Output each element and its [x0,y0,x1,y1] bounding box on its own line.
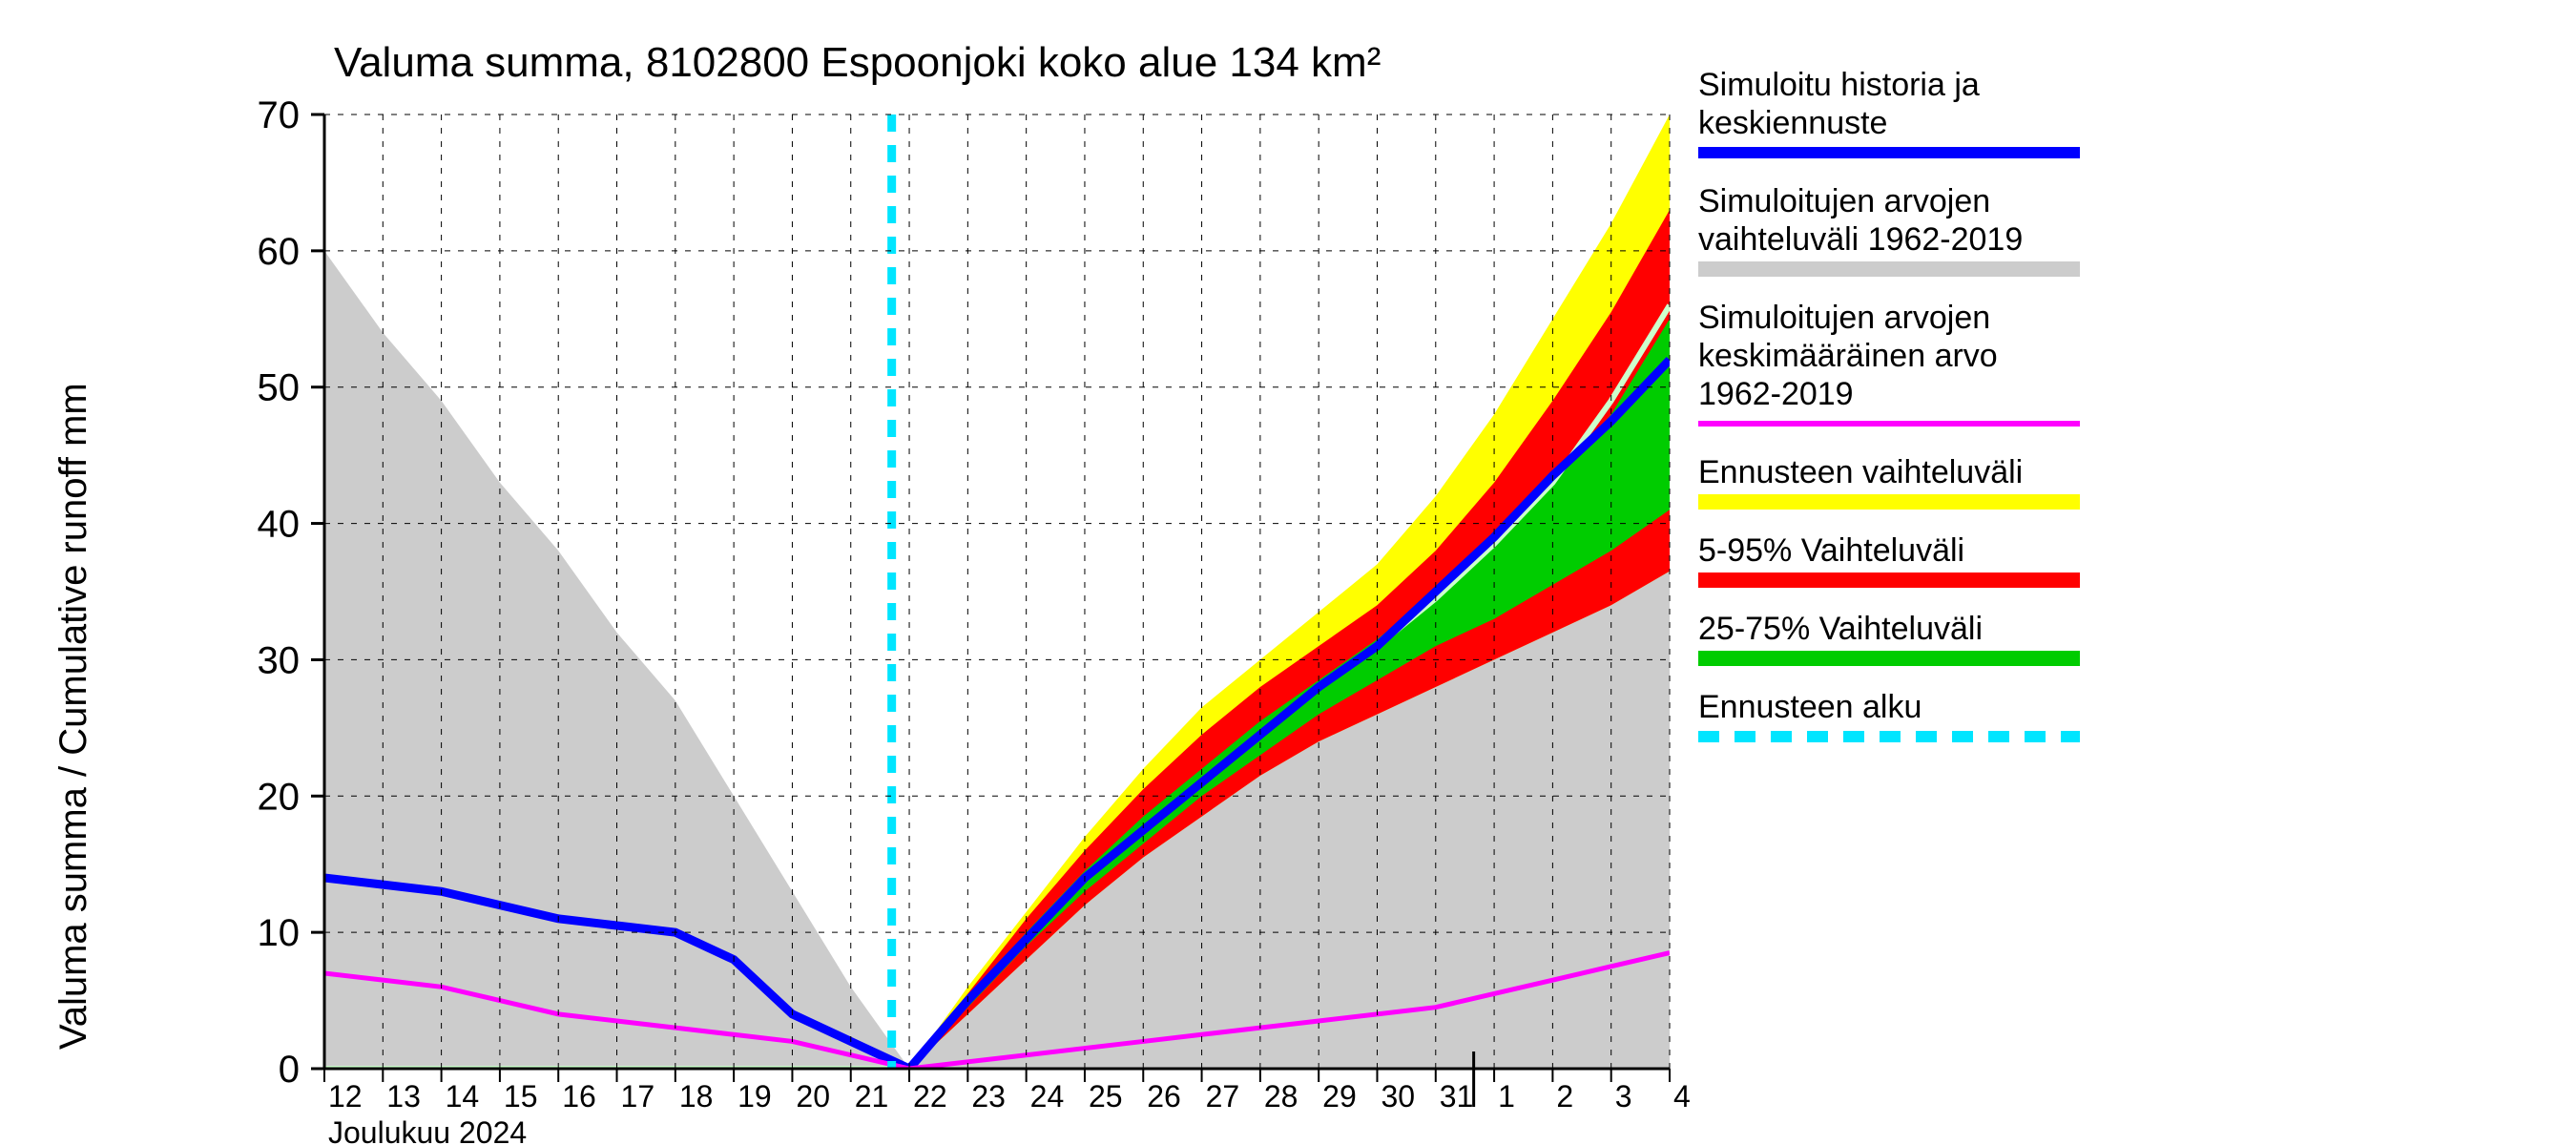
legend-label: Simuloitujen arvojen [1698,300,1990,336]
legend-label: 1962-2019 [1698,376,1854,412]
x-tick-label: 18 [679,1079,714,1114]
y-tick-label: 30 [258,639,301,681]
x-tick-label: 13 [386,1079,421,1114]
y-axis-label: Valuma summa / Cumulative runoff mm [52,383,94,1050]
x-tick-label: 28 [1264,1079,1298,1114]
runoff-chart: 0102030405060701213141516171819202122232… [0,0,2576,1145]
legend-label: 5-95% Vaihteluväli [1698,532,1964,569]
legend-swatch [1698,261,2080,277]
legend-label: 25-75% Vaihteluväli [1698,611,1983,647]
x-tick-label: 29 [1322,1079,1357,1114]
legend-swatch [1698,651,2080,666]
legend-label: Ennusteen alku [1698,689,1922,725]
legend-label: Simuloitu historia ja [1698,67,1980,103]
x-tick-label: 31 [1440,1079,1474,1114]
x-tick-label: 2 [1556,1079,1573,1114]
x-tick-label: 3 [1615,1079,1632,1114]
x-tick-label: 30 [1381,1079,1415,1114]
x-tick-label: 21 [855,1079,889,1114]
chart-title: Valuma summa, 8102800 Espoonjoki koko al… [334,39,1381,86]
legend-label: Simuloitujen arvojen [1698,183,1990,219]
x-tick-label: 27 [1206,1079,1240,1114]
x-tick-label: 17 [621,1079,655,1114]
legend-label: keskimääräinen arvo [1698,338,1998,374]
y-tick-label: 70 [258,94,301,136]
x-tick-label: 20 [796,1079,830,1114]
x-tick-label: 24 [1030,1079,1065,1114]
legend-swatch [1698,494,2080,510]
y-tick-label: 20 [258,776,301,818]
x-tick-label: 25 [1089,1079,1123,1114]
legend-label: keskiennuste [1698,105,1887,141]
legend-label: vaihteluväli 1962-2019 [1698,221,2023,258]
y-tick-label: 60 [258,231,301,273]
month-label-fi: Joulukuu 2024 [328,1115,527,1145]
x-tick-label: 22 [913,1079,947,1114]
x-tick-label: 14 [446,1079,480,1114]
y-tick-label: 40 [258,504,301,546]
x-tick-label: 4 [1673,1079,1691,1114]
y-tick-label: 50 [258,367,301,409]
y-tick-label: 10 [258,912,301,954]
x-tick-label: 16 [562,1079,596,1114]
legend-label: Ennusteen vaihteluväli [1698,454,2023,490]
x-tick-label: 23 [971,1079,1006,1114]
x-tick-label: 12 [328,1079,363,1114]
legend-swatch [1698,572,2080,588]
x-tick-label: 19 [737,1079,772,1114]
x-tick-label: 26 [1147,1079,1181,1114]
y-tick-label: 0 [279,1049,300,1091]
x-tick-label: 1 [1498,1079,1515,1114]
x-tick-label: 15 [504,1079,538,1114]
